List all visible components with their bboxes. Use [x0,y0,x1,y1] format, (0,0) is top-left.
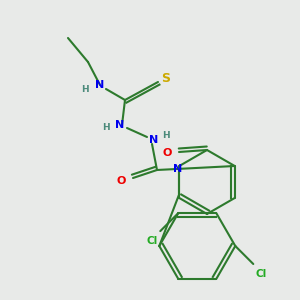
Text: H: H [102,122,110,131]
Text: H: H [81,85,89,94]
Text: Cl: Cl [256,269,267,279]
Text: N: N [116,120,124,130]
Text: N: N [149,135,159,145]
Text: N: N [173,164,182,174]
Text: N: N [95,80,105,90]
Text: O: O [116,176,126,186]
Text: S: S [161,73,170,85]
Text: H: H [162,130,170,140]
Text: Cl: Cl [147,236,158,246]
Text: O: O [162,148,172,158]
